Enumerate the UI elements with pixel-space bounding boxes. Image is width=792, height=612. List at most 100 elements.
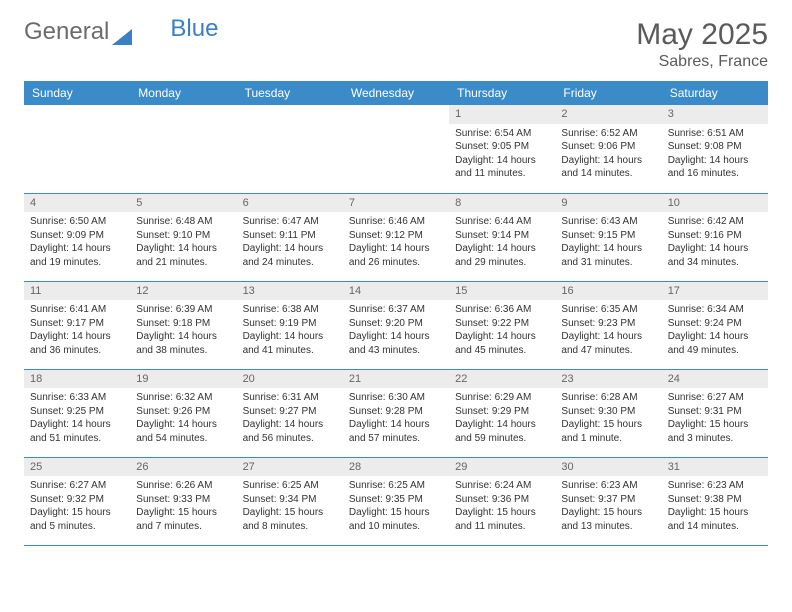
calendar-day-cell: 3Sunrise: 6:51 AMSunset: 9:08 PMDaylight…	[662, 105, 768, 193]
sunset-text: Sunset: 9:06 PM	[561, 140, 655, 154]
location-label: Sabres, France	[636, 53, 768, 71]
sunrise-text: Sunrise: 6:25 AM	[349, 479, 443, 493]
sunset-text: Sunset: 9:25 PM	[30, 405, 124, 419]
day-number: 15	[449, 282, 555, 301]
daylight-text-1: Daylight: 14 hours	[455, 242, 549, 256]
sunset-text: Sunset: 9:33 PM	[136, 493, 230, 507]
sunset-text: Sunset: 9:15 PM	[561, 229, 655, 243]
daylight-text-2: and 31 minutes.	[561, 256, 655, 270]
daylight-text-1: Daylight: 15 hours	[349, 506, 443, 520]
day-number: 24	[662, 370, 768, 389]
daylight-text-1: Daylight: 14 hours	[243, 418, 337, 432]
day-body: Sunrise: 6:50 AMSunset: 9:09 PMDaylight:…	[24, 212, 130, 273]
brand-logo: General Blue	[24, 18, 218, 46]
sunset-text: Sunset: 9:05 PM	[455, 140, 549, 154]
day-number: 4	[24, 194, 130, 213]
sunrise-text: Sunrise: 6:30 AM	[349, 391, 443, 405]
daylight-text-2: and 5 minutes.	[30, 520, 124, 534]
weekday-header: Saturday	[662, 81, 768, 105]
daylight-text-2: and 45 minutes.	[455, 344, 549, 358]
sunrise-text: Sunrise: 6:29 AM	[455, 391, 549, 405]
calendar-day-cell: 13Sunrise: 6:38 AMSunset: 9:19 PMDayligh…	[237, 281, 343, 369]
daylight-text-1: Daylight: 14 hours	[30, 418, 124, 432]
sunset-text: Sunset: 9:10 PM	[136, 229, 230, 243]
sunrise-text: Sunrise: 6:34 AM	[668, 303, 762, 317]
day-body: Sunrise: 6:52 AMSunset: 9:06 PMDaylight:…	[555, 124, 661, 185]
daylight-text-1: Daylight: 15 hours	[455, 506, 549, 520]
sunrise-text: Sunrise: 6:28 AM	[561, 391, 655, 405]
calendar-day-cell	[130, 105, 236, 193]
day-number: 11	[24, 282, 130, 301]
sunrise-text: Sunrise: 6:27 AM	[668, 391, 762, 405]
day-number: 17	[662, 282, 768, 301]
calendar-body: 1Sunrise: 6:54 AMSunset: 9:05 PMDaylight…	[24, 105, 768, 545]
day-body: Sunrise: 6:39 AMSunset: 9:18 PMDaylight:…	[130, 300, 236, 361]
title-block: May 2025 Sabres, France	[636, 18, 768, 71]
daylight-text-2: and 10 minutes.	[349, 520, 443, 534]
daylight-text-1: Daylight: 15 hours	[668, 418, 762, 432]
calendar-day-cell: 25Sunrise: 6:27 AMSunset: 9:32 PMDayligh…	[24, 457, 130, 545]
daylight-text-2: and 47 minutes.	[561, 344, 655, 358]
calendar-table: SundayMondayTuesdayWednesdayThursdayFrid…	[24, 81, 768, 546]
sunset-text: Sunset: 9:20 PM	[349, 317, 443, 331]
sunset-text: Sunset: 9:34 PM	[243, 493, 337, 507]
calendar-day-cell: 4Sunrise: 6:50 AMSunset: 9:09 PMDaylight…	[24, 193, 130, 281]
calendar-day-cell: 29Sunrise: 6:24 AMSunset: 9:36 PMDayligh…	[449, 457, 555, 545]
day-body: Sunrise: 6:51 AMSunset: 9:08 PMDaylight:…	[662, 124, 768, 185]
calendar-day-cell: 16Sunrise: 6:35 AMSunset: 9:23 PMDayligh…	[555, 281, 661, 369]
daylight-text-1: Daylight: 14 hours	[30, 242, 124, 256]
sunset-text: Sunset: 9:37 PM	[561, 493, 655, 507]
sunset-text: Sunset: 9:22 PM	[455, 317, 549, 331]
daylight-text-1: Daylight: 14 hours	[455, 418, 549, 432]
sunset-text: Sunset: 9:24 PM	[668, 317, 762, 331]
calendar-day-cell: 8Sunrise: 6:44 AMSunset: 9:14 PMDaylight…	[449, 193, 555, 281]
sunset-text: Sunset: 9:16 PM	[668, 229, 762, 243]
day-body: Sunrise: 6:38 AMSunset: 9:19 PMDaylight:…	[237, 300, 343, 361]
calendar-header-row: SundayMondayTuesdayWednesdayThursdayFrid…	[24, 81, 768, 105]
day-body: Sunrise: 6:23 AMSunset: 9:37 PMDaylight:…	[555, 476, 661, 537]
calendar-day-cell: 17Sunrise: 6:34 AMSunset: 9:24 PMDayligh…	[662, 281, 768, 369]
day-number: 30	[555, 458, 661, 477]
sunrise-text: Sunrise: 6:46 AM	[349, 215, 443, 229]
daylight-text-2: and 8 minutes.	[243, 520, 337, 534]
day-number: 20	[237, 370, 343, 389]
sunset-text: Sunset: 9:35 PM	[349, 493, 443, 507]
daylight-text-1: Daylight: 14 hours	[349, 418, 443, 432]
daylight-text-2: and 3 minutes.	[668, 432, 762, 446]
day-body: Sunrise: 6:26 AMSunset: 9:33 PMDaylight:…	[130, 476, 236, 537]
daylight-text-1: Daylight: 15 hours	[243, 506, 337, 520]
daylight-text-1: Daylight: 14 hours	[561, 242, 655, 256]
day-body: Sunrise: 6:31 AMSunset: 9:27 PMDaylight:…	[237, 388, 343, 449]
day-number: 9	[555, 194, 661, 213]
day-number: 27	[237, 458, 343, 477]
calendar-day-cell: 24Sunrise: 6:27 AMSunset: 9:31 PMDayligh…	[662, 369, 768, 457]
calendar-day-cell	[24, 105, 130, 193]
weekday-header: Sunday	[24, 81, 130, 105]
sunrise-text: Sunrise: 6:37 AM	[349, 303, 443, 317]
calendar-day-cell: 2Sunrise: 6:52 AMSunset: 9:06 PMDaylight…	[555, 105, 661, 193]
daylight-text-1: Daylight: 14 hours	[136, 330, 230, 344]
sunrise-text: Sunrise: 6:50 AM	[30, 215, 124, 229]
daylight-text-1: Daylight: 14 hours	[243, 242, 337, 256]
daylight-text-2: and 26 minutes.	[349, 256, 443, 270]
daylight-text-2: and 11 minutes.	[455, 520, 549, 534]
daylight-text-2: and 56 minutes.	[243, 432, 337, 446]
day-number: 23	[555, 370, 661, 389]
daylight-text-1: Daylight: 14 hours	[668, 154, 762, 168]
calendar-day-cell: 1Sunrise: 6:54 AMSunset: 9:05 PMDaylight…	[449, 105, 555, 193]
weekday-header: Monday	[130, 81, 236, 105]
day-number: 25	[24, 458, 130, 477]
calendar-week-row: 11Sunrise: 6:41 AMSunset: 9:17 PMDayligh…	[24, 281, 768, 369]
calendar-day-cell: 12Sunrise: 6:39 AMSunset: 9:18 PMDayligh…	[130, 281, 236, 369]
sunset-text: Sunset: 9:08 PM	[668, 140, 762, 154]
day-body: Sunrise: 6:54 AMSunset: 9:05 PMDaylight:…	[449, 124, 555, 185]
daylight-text-2: and 29 minutes.	[455, 256, 549, 270]
daylight-text-1: Daylight: 15 hours	[561, 506, 655, 520]
daylight-text-1: Daylight: 14 hours	[455, 330, 549, 344]
sunrise-text: Sunrise: 6:44 AM	[455, 215, 549, 229]
calendar-day-cell: 7Sunrise: 6:46 AMSunset: 9:12 PMDaylight…	[343, 193, 449, 281]
sunset-text: Sunset: 9:18 PM	[136, 317, 230, 331]
day-number: 10	[662, 194, 768, 213]
sail-icon	[112, 24, 132, 40]
daylight-text-2: and 14 minutes.	[561, 167, 655, 181]
